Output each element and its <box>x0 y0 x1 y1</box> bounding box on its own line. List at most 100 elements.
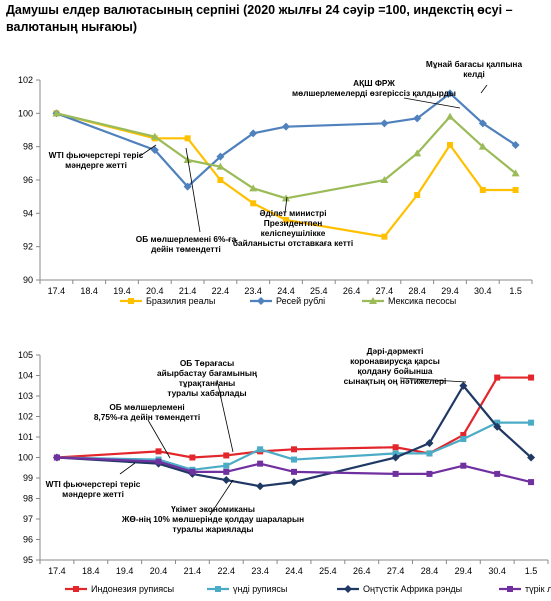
data-point <box>392 470 399 477</box>
x-tick-label: 26.4 <box>343 286 361 296</box>
data-point <box>414 192 421 198</box>
y-tick-label: 98 <box>23 494 33 504</box>
annotation-1-4: Әділет министрі Президентпен келіспеушілік… <box>233 208 353 248</box>
data-point <box>426 470 433 477</box>
data-point <box>494 419 501 426</box>
x-tick-label: 24.4 <box>285 566 303 576</box>
data-point <box>494 374 501 381</box>
annotation-leader <box>403 97 461 109</box>
x-tick-label: 22.4 <box>218 566 236 576</box>
data-point <box>528 419 535 426</box>
legend-marker <box>344 585 352 593</box>
annotation-1-1: Мұнай бағасы қалпына келді <box>426 59 523 79</box>
y-tick-label: 92 <box>23 242 33 252</box>
data-point <box>460 462 467 469</box>
data-point <box>291 456 297 463</box>
y-tick-label: 96 <box>23 535 33 545</box>
data-point <box>446 89 454 98</box>
annotation-1-3: WTI фьючерстері теріс мәндерге жетті <box>49 150 144 170</box>
annotation-leader <box>147 419 171 459</box>
annotation-2-5: Үкімет экономиканы ЖӨ-нің 10% мөлшерінде … <box>121 504 304 534</box>
x-tick-label: 26.4 <box>353 566 371 576</box>
data-point <box>493 422 502 431</box>
legend-label: Ресей рублі <box>276 296 325 306</box>
data-point <box>249 184 258 192</box>
data-point <box>413 114 422 123</box>
data-point <box>282 122 290 131</box>
annotation-2-1: Дәрі-дәрмекті коронавирусқа қарсы қолдану … <box>344 346 447 386</box>
x-tick-label: 19.4 <box>113 286 131 296</box>
data-point <box>257 460 264 467</box>
x-tick-label: 27.4 <box>387 566 405 576</box>
data-point <box>511 141 520 149</box>
data-point <box>189 468 196 475</box>
data-point <box>392 450 399 457</box>
y-tick-label: 95 <box>23 555 33 565</box>
data-point <box>446 112 454 120</box>
y-tick-label: 101 <box>18 432 33 442</box>
data-point <box>155 458 162 465</box>
y-tick-label: 102 <box>18 75 33 85</box>
x-tick-label: 23.4 <box>251 566 269 576</box>
legend-label: үнді рупиясы <box>233 584 287 594</box>
annotation-leader <box>399 377 467 383</box>
annotation-2-4: WTI фьючерстері теріс мәндерге жетті <box>46 479 141 499</box>
legend-marker <box>257 297 265 305</box>
data-point <box>53 454 60 461</box>
y-tick-label: 94 <box>23 208 33 218</box>
data-point <box>479 187 486 193</box>
data-point <box>380 176 389 183</box>
data-point <box>291 468 297 475</box>
x-tick-label: 22.4 <box>212 286 230 296</box>
data-point <box>478 119 487 128</box>
y-tick-label: 102 <box>18 412 33 422</box>
data-point <box>511 169 520 177</box>
annotation-leader <box>480 84 488 94</box>
data-point <box>290 478 298 487</box>
data-point <box>426 450 433 457</box>
y-tick-label: 97 <box>23 514 33 524</box>
data-point <box>528 374 535 381</box>
data-point <box>150 132 159 140</box>
x-tick-label: 18.4 <box>80 286 98 296</box>
data-point <box>494 470 501 477</box>
data-point <box>459 381 468 390</box>
y-tick-label: 98 <box>23 142 33 152</box>
series-line-2 <box>56 92 517 188</box>
annotation-leader <box>119 462 136 475</box>
data-point <box>425 439 434 448</box>
data-point <box>223 468 230 475</box>
data-point <box>189 454 196 461</box>
x-tick-label: 28.4 <box>408 286 426 296</box>
x-tick-label: 23.4 <box>244 286 262 296</box>
data-point <box>52 109 61 117</box>
y-tick-label: 90 <box>23 275 33 285</box>
x-tick-label: 20.4 <box>150 566 168 576</box>
x-tick-label: 25.4 <box>310 286 328 296</box>
x-tick-label: 30.4 <box>488 566 506 576</box>
data-point <box>223 452 230 459</box>
data-point <box>391 453 400 462</box>
data-point <box>150 146 159 154</box>
x-tick-label: 29.4 <box>455 566 473 576</box>
annotation-leader <box>209 479 234 516</box>
legend-label: Индонезия рупиясы <box>91 584 174 594</box>
data-point <box>478 142 487 150</box>
x-tick-label: 18.4 <box>82 566 100 576</box>
data-point <box>381 233 388 240</box>
x-tick-label: 17.4 <box>48 286 66 296</box>
legend-marker <box>507 586 513 592</box>
x-tick-label: 17.4 <box>48 566 66 576</box>
y-tick-label: 100 <box>18 453 33 463</box>
legend-marker <box>73 586 79 592</box>
y-tick-label: 100 <box>18 108 33 118</box>
annotation-leader <box>216 379 234 453</box>
legend-marker <box>369 297 377 304</box>
data-point <box>413 149 422 157</box>
annotation-2-2: ОБ Төрағасы айырбастау бағамының тұрақтанғ… <box>157 358 257 398</box>
data-point <box>282 194 290 202</box>
data-point <box>528 479 535 486</box>
x-tick-label: 1.5 <box>509 286 522 296</box>
y-tick-label: 104 <box>18 371 33 381</box>
